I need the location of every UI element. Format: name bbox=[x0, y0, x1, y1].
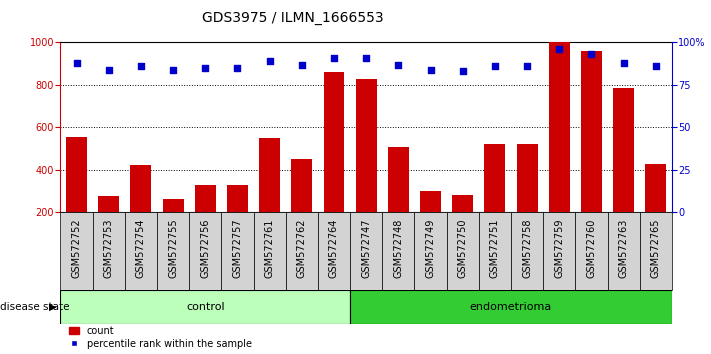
Bar bbox=[259, 138, 280, 255]
Bar bbox=[543, 212, 575, 290]
Bar bbox=[581, 51, 602, 255]
Bar bbox=[189, 212, 221, 290]
Point bbox=[360, 55, 372, 61]
Bar bbox=[318, 212, 350, 290]
Bar bbox=[388, 147, 409, 255]
Text: GSM572757: GSM572757 bbox=[232, 219, 242, 278]
Text: ▶: ▶ bbox=[49, 302, 57, 312]
Bar bbox=[125, 212, 157, 290]
Text: disease state: disease state bbox=[0, 302, 70, 312]
Bar bbox=[254, 212, 286, 290]
Point bbox=[200, 65, 211, 71]
Point bbox=[135, 63, 146, 69]
Bar bbox=[447, 212, 479, 290]
Point bbox=[232, 65, 243, 71]
Bar bbox=[98, 196, 119, 255]
Point bbox=[392, 62, 404, 67]
Point bbox=[554, 46, 565, 52]
Point bbox=[71, 60, 82, 66]
Point bbox=[167, 67, 178, 73]
Bar bbox=[575, 212, 607, 290]
Text: GSM572761: GSM572761 bbox=[264, 219, 274, 278]
Point bbox=[264, 58, 275, 64]
Text: GSM572755: GSM572755 bbox=[168, 219, 178, 278]
Bar bbox=[479, 212, 511, 290]
Point bbox=[618, 60, 629, 66]
Text: GSM572749: GSM572749 bbox=[425, 219, 436, 278]
Bar bbox=[640, 212, 672, 290]
Text: GSM572759: GSM572759 bbox=[555, 219, 565, 278]
Bar bbox=[383, 212, 415, 290]
Text: GSM572747: GSM572747 bbox=[361, 219, 371, 278]
Bar bbox=[292, 159, 312, 255]
Text: GSM572765: GSM572765 bbox=[651, 219, 661, 278]
Bar bbox=[415, 212, 447, 290]
Text: GSM572763: GSM572763 bbox=[619, 219, 629, 278]
Bar bbox=[484, 144, 506, 255]
Text: GSM572748: GSM572748 bbox=[393, 219, 403, 278]
Text: GSM572762: GSM572762 bbox=[296, 219, 307, 278]
Text: GSM572758: GSM572758 bbox=[522, 219, 532, 278]
Text: GSM572752: GSM572752 bbox=[72, 219, 82, 278]
Point bbox=[296, 62, 307, 67]
Bar bbox=[66, 137, 87, 255]
Point bbox=[586, 52, 597, 57]
Bar bbox=[607, 212, 640, 290]
Point bbox=[650, 63, 661, 69]
Bar bbox=[420, 191, 441, 255]
Bar bbox=[286, 212, 318, 290]
Bar bbox=[549, 42, 570, 255]
Text: GSM572754: GSM572754 bbox=[136, 219, 146, 278]
Point bbox=[457, 69, 469, 74]
Bar bbox=[324, 72, 344, 255]
Text: endometrioma: endometrioma bbox=[470, 302, 552, 312]
Bar bbox=[92, 212, 125, 290]
Bar bbox=[227, 185, 248, 255]
Bar bbox=[452, 195, 474, 255]
Point bbox=[521, 63, 533, 69]
Text: GDS3975 / ILMN_1666553: GDS3975 / ILMN_1666553 bbox=[202, 11, 384, 25]
Bar bbox=[350, 212, 383, 290]
Bar bbox=[60, 290, 350, 324]
Text: control: control bbox=[186, 302, 225, 312]
Text: GSM572764: GSM572764 bbox=[329, 219, 339, 278]
Bar bbox=[157, 212, 189, 290]
Text: GSM572753: GSM572753 bbox=[104, 219, 114, 278]
Bar bbox=[195, 185, 215, 255]
Bar bbox=[60, 212, 92, 290]
Bar bbox=[646, 164, 666, 255]
Bar bbox=[511, 212, 543, 290]
Point bbox=[103, 67, 114, 73]
Bar bbox=[221, 212, 254, 290]
Legend: count, percentile rank within the sample: count, percentile rank within the sample bbox=[65, 322, 255, 353]
Text: GSM572756: GSM572756 bbox=[201, 219, 210, 278]
Bar bbox=[163, 199, 183, 255]
Bar bbox=[517, 144, 538, 255]
Bar bbox=[350, 290, 672, 324]
Point bbox=[425, 67, 437, 73]
Point bbox=[489, 63, 501, 69]
Text: GSM572751: GSM572751 bbox=[490, 219, 500, 278]
Point bbox=[328, 55, 340, 61]
Bar bbox=[613, 88, 634, 255]
Text: GSM572750: GSM572750 bbox=[458, 219, 468, 278]
Text: GSM572760: GSM572760 bbox=[587, 219, 597, 278]
Bar bbox=[130, 165, 151, 255]
Bar bbox=[356, 79, 377, 255]
